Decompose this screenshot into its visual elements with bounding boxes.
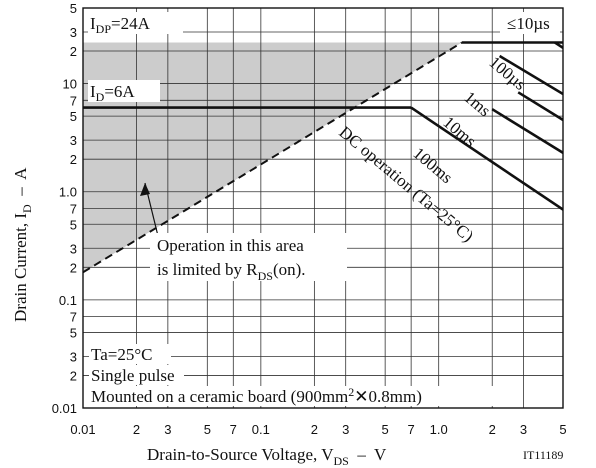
y-tick-label: 3	[70, 133, 77, 148]
x-tick-label: 5	[204, 422, 211, 437]
y-tick-label: 5	[70, 217, 77, 232]
rds-note-line1: Operation in this area	[157, 236, 304, 255]
x-tick-label: 0.1	[252, 422, 270, 437]
x-tick-label: 7	[408, 422, 415, 437]
x-tick-label: 2	[311, 422, 318, 437]
id-label-bg	[88, 80, 160, 102]
plot-frame	[82, 7, 564, 409]
curve-100ms	[491, 108, 563, 155]
y-axis-title: Drain Current, ID – A	[11, 167, 34, 322]
y-tick-label: 3	[70, 349, 77, 364]
y-tick-label: 1.0	[59, 185, 77, 200]
x-tick-label: 3	[520, 422, 527, 437]
x-tick-label: 2	[133, 422, 140, 437]
y-tick-label: 0.1	[59, 293, 77, 308]
y-tick-label: 5	[70, 1, 77, 16]
rds-note-line2: is limited by RDS(on).	[157, 260, 306, 283]
x-tick-label: 3	[342, 422, 349, 437]
x-tick-label: 5	[382, 422, 389, 437]
y-tick-label: 3	[70, 241, 77, 256]
cond1-bg	[89, 344, 171, 364]
x-tick-labels: 0.01 2 3 5 7 0.1 2 3 5 7 1.0 2 3 5	[70, 422, 566, 437]
y-tick-label: 2	[70, 260, 77, 275]
le10us-label-bg	[500, 12, 560, 34]
curve-1ms-label: 1ms	[460, 88, 494, 121]
x-tick-label: 3	[164, 422, 171, 437]
le10us-label: ≤10µs	[507, 14, 550, 33]
y-tick-label: 7	[70, 201, 77, 216]
y-tick-label: 2	[70, 368, 77, 383]
y-tick-label: 7	[70, 93, 77, 108]
y-tick-label: 0.01	[52, 401, 77, 416]
curve-10ms-label: 10ms	[439, 113, 479, 151]
rds-note-bg	[150, 233, 347, 281]
idp-label: IDP=24A	[90, 14, 151, 36]
cond2-bg	[89, 365, 184, 385]
x-tick-label: 5	[559, 422, 566, 437]
x-tick-label: 1.0	[430, 422, 448, 437]
cond3-bg	[89, 386, 509, 406]
y-tick-label: 3	[70, 25, 77, 40]
x-tick-label: 2	[489, 422, 496, 437]
y-tick-label: 2	[70, 152, 77, 167]
figure-code: IT11189	[523, 448, 563, 462]
idp-label-bg	[88, 12, 183, 34]
curve-dc-operation-ta-25-c	[410, 106, 563, 212]
condition-board: Mounted on a ceramic board (900mm2✕0.8mm…	[91, 385, 422, 406]
y-tick-label: 5	[70, 109, 77, 124]
curve-10ms	[517, 91, 563, 122]
soa-curves	[83, 41, 563, 274]
curve-1ms	[498, 54, 563, 96]
curve-dc-label: DC operation (Ta=25°C)	[335, 123, 477, 246]
condition-single-pulse: Single pulse	[91, 366, 175, 385]
x-tick-label: 0.01	[70, 422, 95, 437]
y-tick-label: 5	[70, 325, 77, 340]
x-tick-label: 7	[230, 422, 237, 437]
annotation-arrow-head	[140, 183, 150, 196]
y-tick-label: 7	[70, 310, 77, 325]
curve-r-ds-on-limit	[83, 41, 463, 274]
y-tick-label: 2	[70, 44, 77, 59]
x-axis-title: Drain-to-Source Voltage, VDS – V	[147, 445, 387, 468]
y-tick-label: 10	[63, 77, 77, 92]
id-label: ID=6A	[90, 82, 135, 104]
curve-100-s	[554, 41, 563, 50]
condition-temperature: Ta=25°C	[91, 345, 152, 364]
